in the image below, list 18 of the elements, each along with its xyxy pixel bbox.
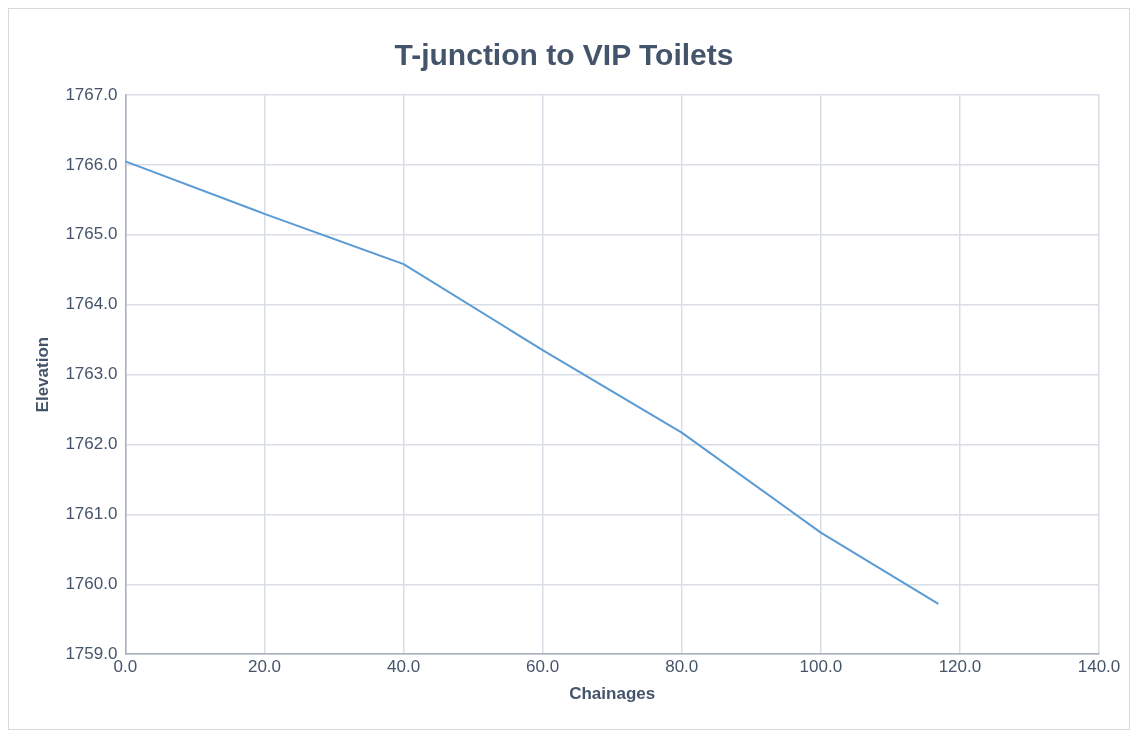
y-tick-label: 1767.0 — [65, 84, 118, 104]
x-tick-label: 20.0 — [247, 657, 282, 677]
x-tick-label: 100.0 — [799, 657, 843, 677]
y-tick-label: 1766.0 — [65, 154, 118, 174]
x-tick-label: 120.0 — [938, 657, 982, 677]
y-tick-label: 1763.0 — [65, 364, 118, 384]
x-tick-label: 60.0 — [526, 657, 560, 677]
x-tick-label: 140.0 — [1077, 657, 1121, 677]
y-axis-title: Elevation — [32, 336, 52, 413]
x-axis-title: Chainages — [569, 684, 656, 704]
y-tick-label: 1760.0 — [65, 573, 118, 593]
x-tick-label: 40.0 — [387, 657, 421, 677]
y-tick-label: 1761.0 — [65, 504, 118, 524]
y-tick-label: 1765.0 — [65, 224, 118, 244]
y-tick-label: 1764.0 — [65, 294, 118, 314]
x-tick-label: 80.0 — [665, 657, 699, 677]
y-tick-label: 1762.0 — [65, 434, 118, 454]
chart-title: T-junction to VIP Toilets — [394, 38, 734, 72]
